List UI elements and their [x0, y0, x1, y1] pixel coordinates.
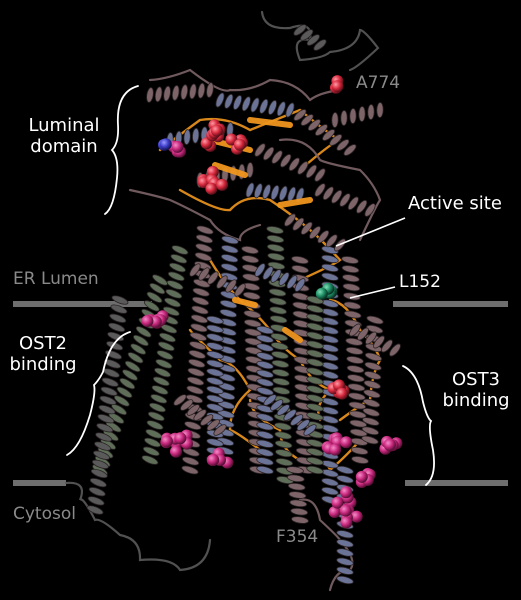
tm-helix-10 — [206, 315, 224, 465]
luminal-helix-4 — [254, 143, 326, 182]
luminal-helix-9 — [293, 24, 327, 51]
luminal-domain-label-line2: domain — [30, 135, 98, 157]
mauve-loop-0 — [148, 68, 342, 102]
ost2-binding-label-line1: OST2 — [18, 333, 68, 354]
active-site-label: Active site — [408, 193, 502, 214]
cytosol-loop — [64, 481, 212, 572]
luminal-helix-8 — [284, 213, 346, 252]
domain-brackets — [66, 85, 435, 486]
interface-helix-1 — [254, 263, 306, 292]
ost3-binding-label-line1: OST3 — [451, 369, 501, 390]
luminal-domain-bracket — [104, 85, 139, 215]
tm-helix-7 — [141, 245, 189, 465]
l152-spheres — [315, 282, 338, 300]
mauve-loop-1 — [128, 188, 262, 242]
ost2-magenta-cluster — [141, 310, 169, 329]
orange-strand-1 — [247, 117, 293, 128]
luminal-domain-label-line1: Luminal — [28, 115, 100, 136]
luminal-blue-sphere — [158, 138, 172, 151]
luminal-helix-10 — [331, 102, 384, 128]
interface-helix-2 — [349, 323, 401, 357]
f354-label: F354 — [276, 527, 319, 547]
tm-helix-0 — [181, 225, 214, 475]
cytosol-label: Cytosol — [13, 504, 76, 524]
ost2-lower-magenta-cluster — [160, 429, 193, 458]
luminal-magenta-cluster — [167, 140, 186, 158]
l152-label: L152 — [399, 272, 441, 292]
ost2-binding-bracket — [66, 331, 131, 456]
ost3-binding-bracket — [402, 365, 435, 486]
ost2-binding-label-line2: binding — [9, 353, 77, 375]
protein-cartoon — [64, 10, 403, 592]
orange-strand-2 — [212, 162, 248, 178]
interface-helix-0 — [189, 263, 246, 297]
luminal-red-cluster-1 — [200, 119, 226, 152]
orange-strand-4 — [232, 297, 258, 308]
tm-helix-3 — [266, 226, 294, 484]
ost2-binding-label: OST2 binding — [4, 333, 82, 375]
tm-helix-6 — [341, 256, 369, 464]
membrane-lines — [13, 301, 508, 486]
orange-strand-5 — [282, 327, 303, 343]
interface-helix-3 — [173, 394, 227, 436]
lower-magenta-cluster — [206, 447, 234, 469]
luminal-helix-7 — [314, 183, 376, 217]
luminal-helix-1 — [215, 92, 295, 118]
orange-loop-4 — [188, 328, 262, 452]
ost3-magenta-cluster-1 — [321, 432, 353, 456]
l152-pointer — [349, 286, 396, 299]
tm-helix-13 — [286, 466, 309, 524]
interface-helix-4 — [263, 394, 317, 436]
f354-magenta-cluster — [328, 486, 363, 529]
pointer-lines — [335, 217, 406, 299]
ost3-binding-label-line2: binding — [442, 389, 510, 411]
top-loop — [260, 10, 380, 72]
active-site-pointer — [335, 217, 406, 247]
ost3-magenta-cluster-2 — [379, 435, 403, 455]
tm-helix-11 — [306, 295, 324, 475]
luminal-helix-0 — [146, 82, 214, 103]
luminal-helix-6 — [245, 182, 305, 203]
ost3-red-cluster — [327, 379, 350, 400]
luminal-red-cluster-2 — [225, 133, 248, 155]
mauve-loop-2 — [278, 138, 382, 242]
tm-helix-9 — [361, 315, 384, 445]
a774-spheres — [330, 75, 344, 94]
er-lumen-label: ER Lumen — [13, 269, 99, 289]
orange-strand-3 — [277, 197, 313, 208]
a774-label: A774 — [356, 73, 401, 93]
luminal-domain-label: Luminal domain — [20, 115, 108, 157]
luminal-helix-2 — [293, 109, 357, 156]
luminal-red-cluster-3 — [197, 165, 229, 195]
tm-helix-12 — [256, 325, 274, 475]
ost3-magenta-cluster-3 — [355, 467, 376, 488]
ost3-binding-label: OST3 binding — [437, 369, 515, 411]
